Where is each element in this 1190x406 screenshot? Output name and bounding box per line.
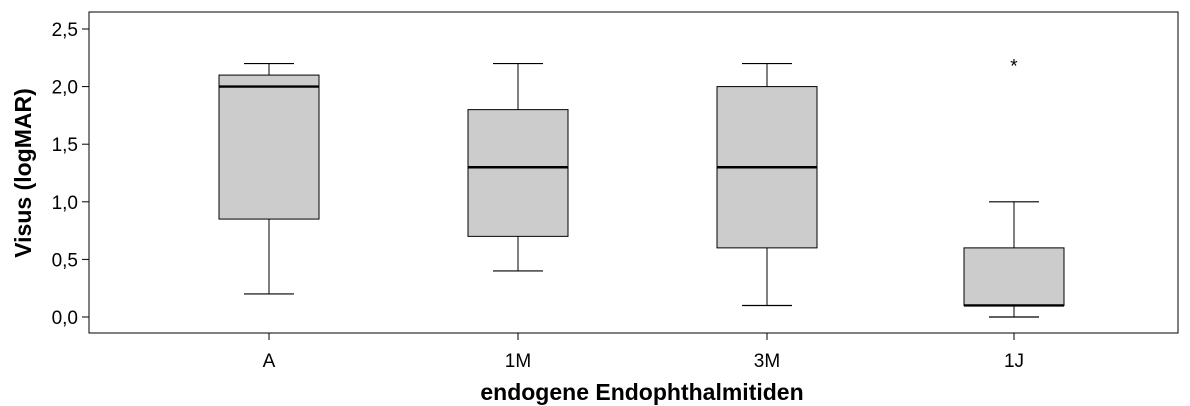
y-axis-title: Visus (logMAR): [10, 88, 36, 258]
y-tick-label: 0,0: [52, 308, 78, 329]
box-1M: [467, 62, 569, 272]
x-axis-title: endogene Endophthalmitiden: [480, 379, 803, 405]
box-iqr: [467, 109, 569, 237]
box-1J: *: [963, 57, 1065, 318]
y-tick-label: 2,5: [52, 20, 78, 41]
y-tick-label: 2,0: [52, 78, 78, 99]
x-tick-label: 1M: [505, 351, 531, 372]
plot-area-frame: [88, 11, 1179, 334]
boxes-group: *: [218, 57, 1065, 318]
box-iqr: [218, 74, 320, 220]
box-3M: [716, 62, 818, 307]
x-tick-label: 3M: [754, 351, 780, 372]
y-axis: 0,0 0,5 1,0 1,5 2,0 2,5: [52, 20, 89, 329]
x-tick-label: 1J: [1004, 351, 1024, 372]
x-tick-label: A: [263, 351, 276, 372]
y-tick-label: 1,5: [52, 135, 78, 156]
box-A: [218, 62, 320, 295]
box-iqr: [963, 247, 1065, 306]
y-tick-label: 0,5: [52, 250, 78, 271]
y-tick-label: 1,0: [52, 193, 78, 214]
outlier-marker: *: [1010, 57, 1018, 78]
x-axis: A 1M 3M 1J: [263, 333, 1024, 372]
